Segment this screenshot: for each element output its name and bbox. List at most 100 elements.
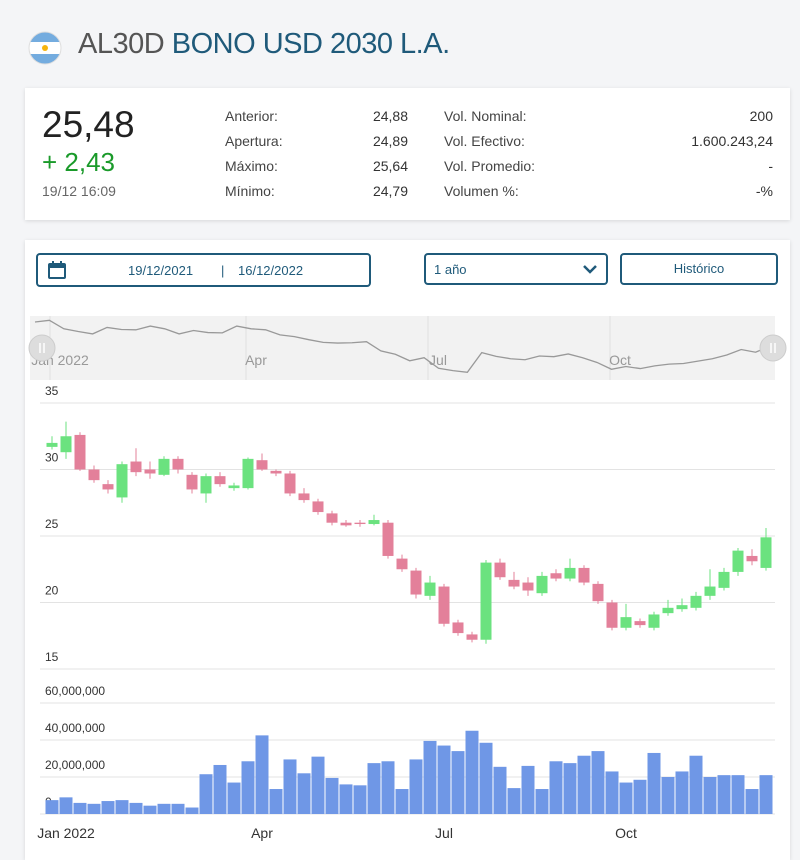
volume-bar <box>563 763 577 814</box>
volume-bar <box>157 803 171 814</box>
x-tick-label: Jul <box>435 825 453 841</box>
history-label: Histórico <box>673 261 725 276</box>
volume-bar <box>521 765 535 814</box>
field-value: - <box>768 158 773 174</box>
y-tick-label: 20 <box>45 584 59 598</box>
volume-bar <box>745 789 759 814</box>
period-select[interactable]: 1 año <box>424 253 608 285</box>
candle-body <box>536 575 548 594</box>
candle-body <box>214 476 226 485</box>
candle-body <box>256 460 268 470</box>
candle-body <box>508 579 520 587</box>
volume-bar <box>549 761 563 814</box>
chevron <box>583 265 597 274</box>
calendar-icon <box>48 261 66 279</box>
y-tick-label: 30 <box>45 451 59 465</box>
volume-bar <box>437 745 451 814</box>
volume-bar <box>395 789 409 814</box>
volume-bar <box>493 766 507 814</box>
candle-body <box>368 520 380 525</box>
history-button[interactable]: Histórico <box>620 253 778 285</box>
candle-body <box>606 602 618 628</box>
volume-bar <box>171 803 185 814</box>
volume-bar <box>451 751 465 814</box>
volume-bar <box>717 775 731 814</box>
volume-bar <box>381 761 395 814</box>
candle-body <box>760 537 772 568</box>
candle-body <box>102 484 114 490</box>
candle-body <box>298 493 310 501</box>
period-value: 1 año <box>434 262 467 277</box>
candle-body <box>704 586 716 596</box>
candle-body <box>494 562 506 578</box>
volume-bar <box>353 785 367 814</box>
field-label: Vol. Promedio: <box>444 158 536 174</box>
date-from: 19/12/2021 <box>128 263 194 278</box>
candle-body <box>186 474 198 490</box>
volume-bar <box>577 755 591 814</box>
y-tick-label: 15 <box>45 650 59 664</box>
candle-body <box>550 573 562 579</box>
volume-bar <box>213 764 227 814</box>
candle-body <box>172 458 184 470</box>
volume-bar <box>661 777 675 814</box>
bond-name: BONO USD 2030 L.A. <box>171 28 450 60</box>
volume-bar <box>591 751 605 814</box>
volume-bar <box>633 779 647 814</box>
field-label: Vol. Nominal: <box>444 108 527 124</box>
volume-bar <box>73 802 87 814</box>
date-range[interactable]: 19/12/2021 | 16/12/2022 <box>36 253 371 287</box>
candle-body <box>88 469 100 481</box>
quote-time: 19/12 16:09 <box>42 183 116 199</box>
candle-body <box>326 513 338 523</box>
candle-body <box>424 582 436 596</box>
last-price: 25,48 <box>42 104 135 145</box>
candle-body <box>130 461 142 473</box>
candle-body <box>634 621 646 626</box>
y-tick-label: 60,000,000 <box>45 684 105 698</box>
volume-bar <box>689 755 703 814</box>
volume-bar <box>283 759 297 814</box>
volume-bar <box>269 789 283 814</box>
x-tick-label: Jan 2022 <box>37 825 95 841</box>
candle-body <box>620 617 632 628</box>
candle-body <box>578 567 590 583</box>
y-tick-label: 35 <box>45 384 59 398</box>
candle-body <box>746 555 758 562</box>
volume-bar <box>367 763 381 814</box>
volume-bar <box>703 777 717 814</box>
candle-body <box>144 469 156 474</box>
volume-bar <box>101 801 115 814</box>
volume-bar <box>465 730 479 814</box>
candle-body <box>312 501 324 513</box>
field-label: Mínimo: <box>225 183 275 199</box>
volume-bar <box>297 773 311 814</box>
candle-body <box>592 583 604 602</box>
candle-body <box>200 476 212 494</box>
candle-body <box>732 550 744 572</box>
navigator-line <box>34 319 771 374</box>
candle-body <box>718 571 730 588</box>
date-separator: | <box>221 263 225 278</box>
candle-body <box>116 464 128 498</box>
y-tick-label: 20,000,000 <box>45 758 105 772</box>
field-label: Máximo: <box>225 158 278 174</box>
volume-bar <box>311 756 325 814</box>
candle-body <box>270 470 282 474</box>
volume-bar <box>227 782 241 814</box>
volume-bar <box>409 759 423 814</box>
volume-bar <box>605 771 619 814</box>
field-value: 200 <box>749 108 773 124</box>
volume-bar <box>535 789 549 814</box>
candle-body <box>228 485 240 489</box>
navigator-handle <box>28 334 56 362</box>
date-to: 16/12/2022 <box>238 263 304 278</box>
candle-body <box>480 562 492 640</box>
field-value: 24,79 <box>372 183 408 199</box>
volume-bar <box>45 800 59 814</box>
candle-body <box>662 607 674 614</box>
candle-body <box>74 434 86 470</box>
field-value: 24,88 <box>372 108 408 124</box>
field-label: Apertura: <box>225 133 283 149</box>
volume-bar <box>129 802 143 814</box>
